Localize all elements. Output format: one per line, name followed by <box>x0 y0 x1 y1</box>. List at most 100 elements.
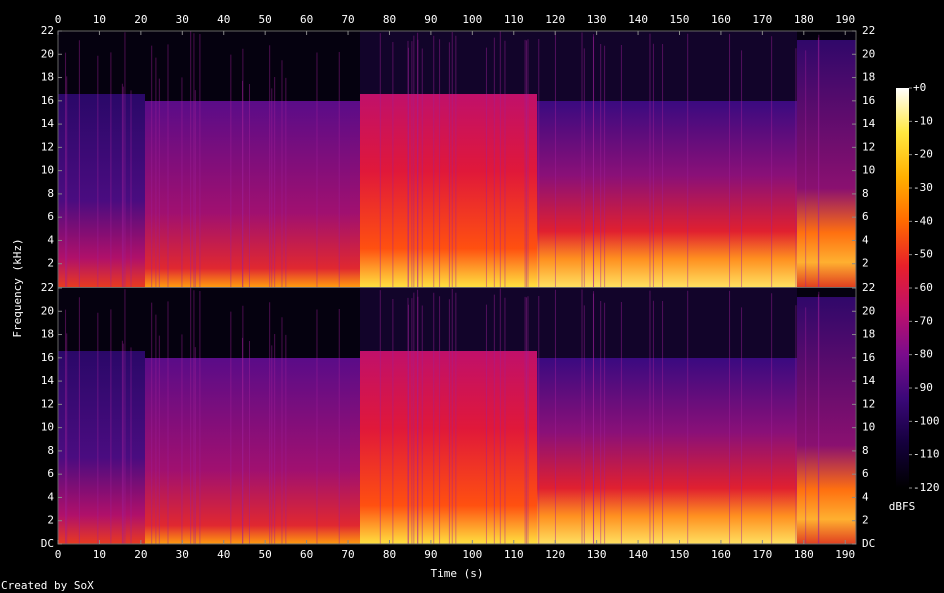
x-tick-label: 80 <box>383 13 396 26</box>
x-tick-label: 70 <box>341 13 354 26</box>
x-tick-label: 0 <box>55 548 62 561</box>
colorbar-tick-label: -10 <box>913 114 933 127</box>
x-tick-label: 130 <box>587 13 607 26</box>
x-tick-label: 160 <box>711 548 731 561</box>
y-tick-label: 4 <box>862 490 869 503</box>
y-tick-label: 6 <box>47 210 54 223</box>
x-tick-label: 10 <box>93 13 106 26</box>
y-tick-label: 22 <box>41 281 54 294</box>
x-tick-label: 20 <box>134 13 147 26</box>
y-tick-label: 10 <box>41 421 54 434</box>
x-tick-label: 140 <box>628 13 648 26</box>
x-tick-label: 180 <box>794 13 814 26</box>
x-tick-label: 140 <box>628 548 648 561</box>
y-tick-label: 12 <box>862 140 875 153</box>
x-tick-label: 30 <box>176 13 189 26</box>
x-tick-label: 120 <box>545 548 565 561</box>
y-tick-label: 22 <box>862 24 875 37</box>
x-tick-label: 60 <box>300 548 313 561</box>
y-tick-label: 8 <box>862 187 869 200</box>
y-tick-label: 2 <box>862 257 869 270</box>
y-tick-label: 16 <box>41 94 54 107</box>
x-tick-label: 50 <box>259 548 272 561</box>
colorbar-tick-label: -90 <box>913 381 933 394</box>
x-tick-label: 40 <box>217 13 230 26</box>
y-tick-label: 18 <box>862 328 875 341</box>
y-tick-label: 14 <box>862 117 876 130</box>
colorbar-tick-label: -60 <box>913 281 933 294</box>
y-tick-label: 10 <box>862 164 875 177</box>
y-tick-label: 18 <box>41 71 54 84</box>
y-tick-label: 10 <box>41 164 54 177</box>
x-tick-label: 40 <box>217 548 230 561</box>
y-tick-label: 20 <box>862 47 875 60</box>
y-tick-label: 2 <box>47 514 54 527</box>
x-tick-label: 30 <box>176 548 189 561</box>
y-tick-label: DC <box>862 537 875 550</box>
x-tick-label: 110 <box>504 548 524 561</box>
y-tick-label: 6 <box>47 467 54 480</box>
y-tick-label: 20 <box>862 304 875 317</box>
y-tick-label: 4 <box>47 490 54 503</box>
colorbar-tick-label: +0 <box>913 81 926 94</box>
x-tick-label: 180 <box>794 548 814 561</box>
y-tick-label: 20 <box>41 47 54 60</box>
x-tick-label: 0 <box>55 13 62 26</box>
y-tick-label: 14 <box>862 374 876 387</box>
spectrogram-channel-1 <box>57 30 857 288</box>
y-tick-label: 8 <box>47 187 54 200</box>
colorbar <box>896 88 909 488</box>
x-tick-label: 170 <box>752 13 772 26</box>
x-axis-label: Time (s) <box>431 567 484 580</box>
footer: Created by SoX <box>1 579 94 592</box>
y-tick-label: 22 <box>41 24 54 37</box>
colorbar-tick-label: -50 <box>913 248 933 261</box>
y-tick-label: DC <box>41 537 54 550</box>
y-tick-label: 10 <box>862 421 875 434</box>
x-tick-label: 20 <box>134 548 147 561</box>
y-tick-label: 2 <box>47 257 54 270</box>
x-tick-label: 60 <box>300 13 313 26</box>
colorbar-tick-label: -80 <box>913 348 933 361</box>
y-tick-label: 12 <box>41 397 54 410</box>
x-tick-label: 160 <box>711 13 731 26</box>
x-tick-label: 130 <box>587 548 607 561</box>
y-tick-label: 4 <box>47 233 54 246</box>
colorbar-tick-label: -20 <box>913 148 933 161</box>
colorbar-tick-label: -120 <box>913 481 940 494</box>
colorbar-tick-label: -30 <box>913 181 933 194</box>
y-tick-label: 6 <box>862 210 869 223</box>
colorbar-tick-label: -70 <box>913 314 933 327</box>
x-tick-label: 110 <box>504 13 524 26</box>
y-tick-label: 2 <box>862 514 869 527</box>
x-tick-label: 70 <box>341 548 354 561</box>
y-tick-label: 16 <box>862 94 875 107</box>
x-tick-label: 190 <box>835 13 855 26</box>
x-tick-label: 100 <box>462 13 482 26</box>
x-tick-label: 170 <box>752 548 772 561</box>
colorbar-tick-label: -100 <box>913 414 940 427</box>
colorbar-tick-label: -40 <box>913 214 933 227</box>
y-axis-label: Frequency (kHz) <box>11 238 24 337</box>
y-tick-label: 16 <box>41 351 54 364</box>
x-tick-label: 80 <box>383 548 396 561</box>
x-tick-label: 50 <box>259 13 272 26</box>
x-tick-label: 190 <box>835 548 855 561</box>
y-tick-label: 16 <box>862 351 875 364</box>
y-tick-label: 18 <box>41 328 54 341</box>
y-tick-label: 12 <box>41 140 54 153</box>
x-tick-label: 150 <box>670 13 690 26</box>
x-tick-label: 100 <box>462 548 482 561</box>
y-tick-label: 14 <box>41 374 55 387</box>
x-tick-label: 150 <box>670 548 690 561</box>
colorbar-tick-label: -110 <box>913 448 940 461</box>
y-tick-label: 8 <box>862 444 869 457</box>
y-tick-label: 20 <box>41 304 54 317</box>
spectrogram-channel-2 <box>57 287 857 545</box>
y-tick-label: 18 <box>862 71 875 84</box>
x-tick-label: 10 <box>93 548 106 561</box>
x-tick-label: 120 <box>545 13 565 26</box>
y-tick-label: 14 <box>41 117 55 130</box>
y-tick-label: 8 <box>47 444 54 457</box>
